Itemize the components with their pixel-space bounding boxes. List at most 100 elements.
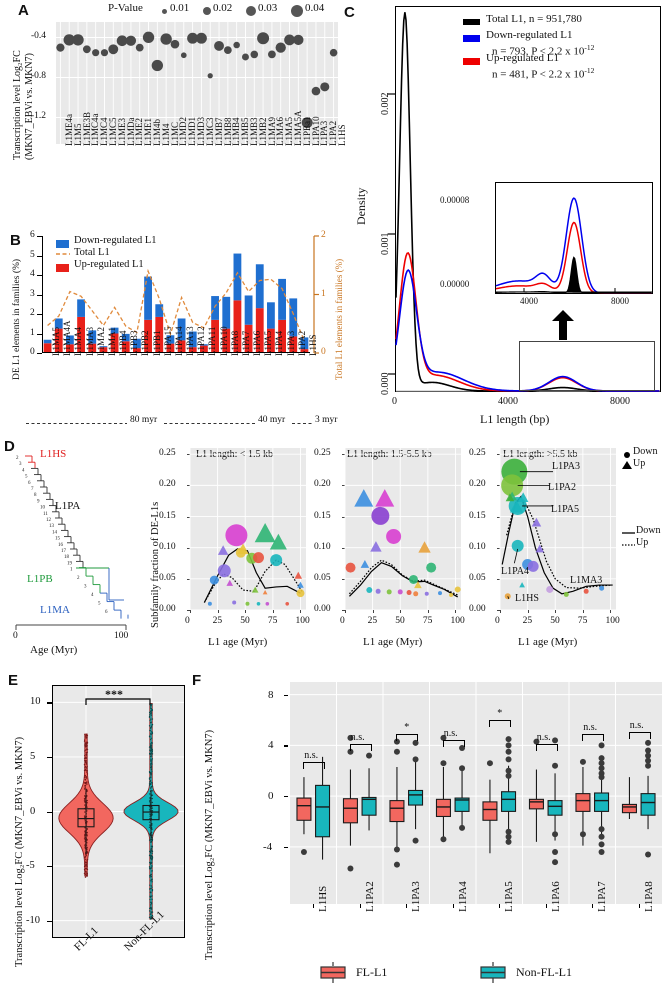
- panel-a-ylabel-1: Transcription level Log₂FC: [12, 50, 23, 160]
- ytick-mark: [284, 796, 288, 797]
- panel-c-label: C: [344, 4, 355, 21]
- panel-d1-xlabel: L1 age (Myr): [208, 636, 267, 648]
- xtick-mark: [583, 610, 584, 613]
- panel-b-xtick-8: L1PB2: [140, 330, 150, 356]
- panel-e-ytick-3: -5: [26, 860, 35, 871]
- panel-b-xtick-7: L1PB3: [129, 330, 139, 356]
- panel-d1-xtick-0: 0: [185, 616, 190, 626]
- xtick-mark: [546, 904, 547, 908]
- svg-text:13: 13: [49, 524, 55, 529]
- panel-f-sig-label-1: n.s.: [351, 732, 365, 743]
- panel-d3-xtick-0: 0: [495, 616, 500, 626]
- panel-d2-ytick-0: 0.25: [314, 448, 331, 458]
- panel-f-sig-bracket-0: [303, 762, 325, 769]
- xtick-mark: [218, 610, 219, 613]
- panel-d1-ytick-5: 0.00: [159, 604, 176, 614]
- ytick-mark: [47, 812, 52, 813]
- panel-f-sig-bracket-3: [443, 740, 465, 747]
- panel-d1-xtick-4: 100: [295, 616, 309, 626]
- panel-b-xtick-11: L1PA14: [174, 326, 184, 356]
- panel-f-sig-label-3: n.s.: [444, 728, 458, 739]
- panel-d3-xtick-2: 50: [550, 616, 560, 626]
- panel-f-sig-bracket-7: [629, 732, 651, 739]
- svg-text:8: 8: [34, 493, 37, 498]
- panel-f-sig-label-5: n.s.: [537, 732, 551, 743]
- svg-text:9: 9: [37, 499, 40, 504]
- xtick-mark: [190, 610, 191, 613]
- panel-d2-content: [345, 448, 461, 610]
- panel-b-xtick-19: L1PA5: [263, 331, 273, 356]
- panel-f-legend-fl-swatch: [320, 962, 346, 984]
- panel-d3-xtick-1: 25: [523, 616, 533, 626]
- panel-b-ytick-4: 2: [30, 308, 35, 318]
- panel-d3-ann-pa4: L1PA4: [501, 566, 529, 577]
- panel-c-xtick-1: 4000: [498, 396, 518, 407]
- panel-b-xtick-0: L1MA5: [51, 327, 61, 356]
- panel-a-ytick-0: -0.4: [31, 31, 46, 41]
- panel-d-legend-down-line: [622, 530, 636, 536]
- panel-d3-ann-pa3: L1PA3: [552, 461, 580, 472]
- legend-dot-002: [203, 7, 211, 15]
- xtick-mark: [610, 610, 611, 613]
- panel-d3-ytick-0: 0.25: [469, 448, 486, 458]
- panel-c-inset-xtick-0: 4000: [520, 296, 538, 306]
- panel-d2-ytick-3: 0.10: [314, 542, 331, 552]
- panel-d1-ytick-1: 0.20: [159, 479, 176, 489]
- panel-b-ytick-6: 0: [30, 347, 35, 357]
- ytick-mark: [284, 847, 288, 848]
- tree-clade-l1ma: L1MA: [40, 604, 70, 616]
- panel-b-xtick-17: L1PA7: [241, 331, 251, 356]
- panel-e-ylabel: Transcription level Log₂FC (MKN7_EBVi vs…: [14, 737, 25, 967]
- panel-e-label: E: [8, 672, 18, 689]
- panel-f-ytick-2: 0: [268, 790, 274, 802]
- panel-a-legend-title: P-Value: [108, 2, 143, 14]
- panel-d2-ytick-2: 0.15: [314, 511, 331, 521]
- panel-d-tree: 2345678910111213141516171819123456: [14, 450, 142, 622]
- panel-e-content: [53, 686, 184, 937]
- panel-c-inset-ytick-1: 0.00000: [440, 279, 469, 289]
- panel-d1-xtick-3: 75: [268, 616, 278, 626]
- panel-d3-ytick-2: 0.15: [469, 511, 486, 521]
- xtick-mark: [499, 904, 500, 908]
- panel-d2-ytick-5: 0.00: [314, 604, 331, 614]
- xtick-mark: [300, 610, 301, 613]
- panel-b: B DE L1 elements in families (%) Total L…: [0, 232, 340, 438]
- panel-f-legend-nonfl: Non-FL-L1: [516, 965, 572, 980]
- panel-f-xtick-0: L1HS: [317, 886, 329, 912]
- panel-d3-ytick-1: 0.20: [469, 479, 486, 489]
- panel-b-xtick-14: L1PA11: [207, 327, 217, 356]
- svg-text:17: 17: [61, 549, 67, 554]
- legend-dot-001: [162, 9, 167, 14]
- panel-c-yticks-marks: [388, 6, 396, 392]
- xtick-mark: [455, 610, 456, 613]
- panel-b-ann-40: 40 myr: [258, 415, 285, 425]
- panel-f-sig-bracket-6: [582, 734, 604, 741]
- panel-b-xtick-5: L1MA1: [107, 327, 117, 356]
- ytick-mark: [47, 921, 52, 922]
- panel-c-inset-ytick-0: 0.00008: [440, 195, 469, 205]
- panel-d2-xtick-1: 25: [368, 616, 378, 626]
- legend-label-002: 0.02: [213, 2, 232, 14]
- svg-text:6: 6: [105, 610, 108, 615]
- svg-text:2: 2: [16, 456, 19, 461]
- xtick-mark: [528, 610, 529, 613]
- panel-f-xtick-3: L1PA4: [457, 881, 469, 912]
- panel-d2-xtick-4: 100: [450, 616, 464, 626]
- panel-d: D 2 3 4 5 6 7 8 9 10 11 12 13 14 15 16 17 18 19 1 2 3 4 5 6 L1H…: [0, 438, 672, 660]
- xtick-mark: [400, 610, 401, 613]
- panel-b-label: B: [10, 232, 21, 249]
- panel-b-axis-line-left: [42, 236, 43, 353]
- xtick-mark: [428, 610, 429, 613]
- panel-b-ytick-1: 5: [30, 250, 35, 260]
- panel-b-ytick-5: 1: [30, 328, 35, 338]
- panel-f-xticklabels: L1HS L1PA2 L1PA3 L1PA4 L1PA5 L1PA6 L1PA7 L1PA8: [290, 908, 662, 958]
- panel-f-sig-bracket-4: [489, 720, 511, 727]
- panel-f-ylabel: Transcription level Log₂FC (MKN7_EBVi vs…: [204, 730, 215, 960]
- panel-d-legend-up-tri: [622, 460, 632, 470]
- panel-b-xtick-21: L1PA3: [286, 331, 296, 356]
- panel-f-sig-label-0: n.s.: [304, 750, 318, 761]
- panel-d2-xtick-2: 50: [395, 616, 405, 626]
- panel-e-ytick-1: 5: [30, 751, 35, 762]
- panel-b-xtick-12: L1PA13: [185, 326, 195, 356]
- panel-c: C Total L1, n = 951,780 Down-regulated L…: [340, 0, 672, 438]
